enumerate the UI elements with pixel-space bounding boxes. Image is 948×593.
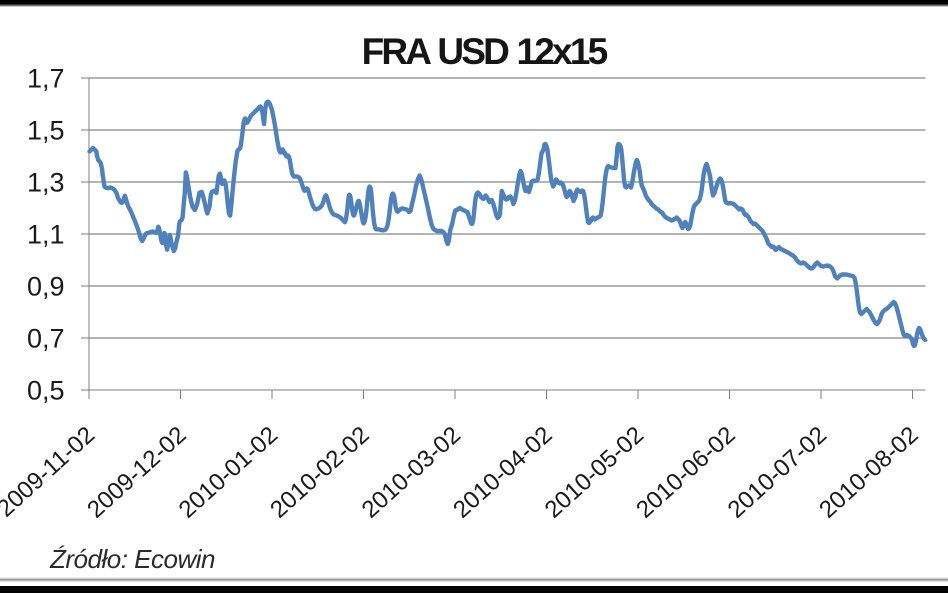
svg-text:Źródło: Ecowin: Źródło: Ecowin (49, 544, 215, 574)
svg-text:0,9: 0,9 (27, 272, 65, 302)
svg-text:0,7: 0,7 (27, 324, 65, 354)
svg-text:1,3: 1,3 (27, 168, 65, 198)
svg-text:1,5: 1,5 (27, 116, 65, 146)
svg-text:1,1: 1,1 (27, 220, 65, 250)
svg-text:FRA USD 12x15: FRA USD 12x15 (362, 31, 608, 72)
svg-text:1,7: 1,7 (27, 64, 65, 94)
svg-text:0,5: 0,5 (27, 376, 65, 406)
